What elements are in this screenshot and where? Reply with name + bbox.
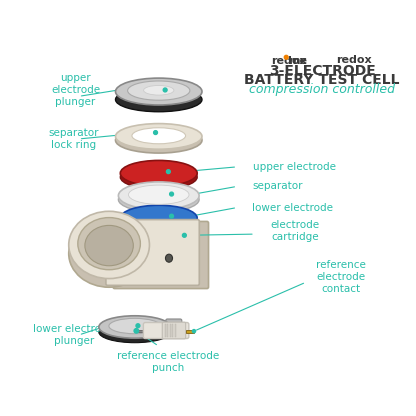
Bar xyxy=(138,330,146,332)
FancyBboxPatch shape xyxy=(166,319,182,335)
Ellipse shape xyxy=(132,128,186,144)
Text: compression controlled: compression controlled xyxy=(249,83,395,96)
Circle shape xyxy=(154,131,158,134)
Ellipse shape xyxy=(69,220,149,287)
Bar xyxy=(172,324,173,337)
FancyBboxPatch shape xyxy=(162,322,186,339)
Ellipse shape xyxy=(109,318,161,334)
Circle shape xyxy=(284,55,288,59)
Text: BATTERY TEST CELL: BATTERY TEST CELL xyxy=(244,73,400,87)
FancyBboxPatch shape xyxy=(144,322,189,339)
Circle shape xyxy=(163,88,167,92)
Ellipse shape xyxy=(116,127,202,153)
Ellipse shape xyxy=(116,78,202,105)
Text: upper electrode: upper electrode xyxy=(253,162,336,172)
Ellipse shape xyxy=(85,225,133,266)
Text: electrode
cartridge: electrode cartridge xyxy=(271,220,320,242)
Ellipse shape xyxy=(99,322,171,343)
Text: redox: redox xyxy=(336,55,372,65)
Ellipse shape xyxy=(120,161,197,186)
Ellipse shape xyxy=(128,81,190,100)
FancyBboxPatch shape xyxy=(113,221,208,289)
Circle shape xyxy=(166,170,170,173)
Ellipse shape xyxy=(99,316,171,338)
Ellipse shape xyxy=(116,124,202,149)
Text: 3-ELECTRODE: 3-ELECTRODE xyxy=(269,64,376,78)
Ellipse shape xyxy=(166,254,173,262)
Text: upper
electrode
plunger: upper electrode plunger xyxy=(51,73,100,107)
Ellipse shape xyxy=(129,185,189,204)
Bar xyxy=(170,324,171,337)
Bar xyxy=(175,324,176,337)
Text: me: me xyxy=(288,56,307,66)
Ellipse shape xyxy=(120,205,197,231)
Bar xyxy=(167,324,168,337)
Ellipse shape xyxy=(144,85,174,95)
Ellipse shape xyxy=(119,182,199,209)
Ellipse shape xyxy=(119,187,199,212)
Circle shape xyxy=(170,192,173,196)
Text: separator
lock ring: separator lock ring xyxy=(49,128,99,150)
Circle shape xyxy=(183,233,186,237)
Circle shape xyxy=(170,214,173,218)
Bar xyxy=(186,329,194,333)
Ellipse shape xyxy=(120,210,197,234)
Ellipse shape xyxy=(78,218,140,270)
FancyBboxPatch shape xyxy=(106,220,199,285)
Text: redox: redox xyxy=(271,56,307,66)
Text: reference
electrode
contact: reference electrode contact xyxy=(316,260,366,295)
Circle shape xyxy=(192,329,196,333)
Ellipse shape xyxy=(69,211,149,279)
Text: reference electrode
punch: reference electrode punch xyxy=(117,351,220,373)
Ellipse shape xyxy=(116,87,202,112)
Circle shape xyxy=(136,324,140,328)
Text: lower electrode: lower electrode xyxy=(252,203,333,213)
Circle shape xyxy=(134,329,139,333)
Bar xyxy=(164,324,166,337)
Text: separator: separator xyxy=(252,181,303,191)
Ellipse shape xyxy=(120,165,197,189)
Text: lower electrode
plunger: lower electrode plunger xyxy=(33,324,114,346)
